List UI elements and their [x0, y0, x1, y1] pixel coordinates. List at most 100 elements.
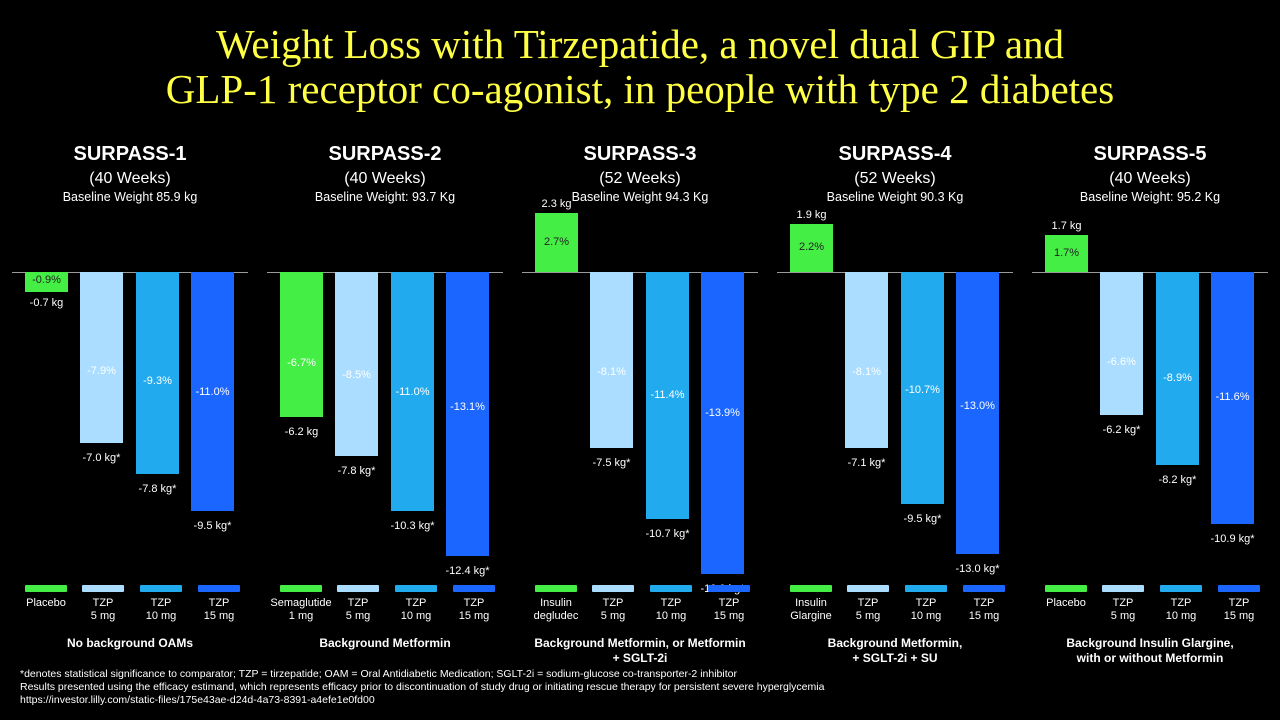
bar-3 — [646, 272, 689, 520]
bar-1 — [535, 213, 578, 272]
bar-4 — [446, 272, 489, 557]
legend-label-4: TZP 15 mg — [438, 597, 510, 623]
legend-line: degludec — [533, 610, 579, 622]
legend-swatch-4 — [963, 585, 1005, 592]
panel-baseline: Baseline Weight 85.9 kg — [62, 190, 198, 204]
legend-line: TZP — [973, 597, 995, 609]
bar-2 — [590, 272, 633, 448]
bar-3 — [136, 272, 179, 474]
legend-line: TZP — [660, 597, 682, 609]
zero-axis — [12, 272, 248, 273]
legend-line: TZP — [208, 597, 230, 609]
legend-line: 10 mg — [1165, 610, 1197, 622]
chart-panel-1: SURPASS-1 (40 Weeks) Baseline Weight 85.9 … — [10, 0, 250, 720]
legend-line: 5 mg — [855, 610, 881, 622]
legend-line: Semaglutide — [270, 597, 332, 609]
kg-label-1: 2.3 kg — [541, 198, 572, 211]
panel-title: SURPASS-2 — [328, 143, 442, 165]
kg-label-3: -9.5 kg* — [903, 513, 942, 526]
bar-3 — [391, 272, 434, 511]
panel-baseline: Baseline Weight 94.3 Kg — [571, 190, 709, 204]
legend-swatch-3 — [650, 585, 692, 592]
legend-line: TZP — [1228, 597, 1250, 609]
legend-label-2: TZP 5 mg — [1087, 597, 1159, 623]
panel-baseline: Baseline Weight: 95.2 Kg — [1079, 190, 1221, 204]
percent-label-4: -13.0% — [960, 400, 995, 413]
legend-line: 15 mg — [203, 610, 235, 622]
percent-label-2: -6.6% — [1107, 355, 1136, 368]
legend-label-3: TZP 10 mg — [1145, 597, 1217, 623]
background-therapy: No background OAMs — [0, 636, 260, 651]
bar-2 — [845, 272, 888, 448]
legend-line: 15 mg — [1223, 610, 1255, 622]
legend-label-3: TZP 10 mg — [380, 597, 452, 623]
legend-line: TZP — [718, 597, 740, 609]
legend-swatch-4 — [708, 585, 750, 592]
legend-swatch-3 — [905, 585, 947, 592]
panel-title: SURPASS-5 — [1093, 143, 1207, 165]
legend-swatch-3 — [140, 585, 182, 592]
kg-label-3: -10.7 kg* — [645, 528, 690, 541]
percent-label-2: -8.1% — [597, 366, 626, 379]
legend-label-2: TZP 5 mg — [67, 597, 139, 623]
bar-3 — [901, 272, 944, 505]
kg-label-2: -7.5 kg* — [592, 456, 631, 469]
legend-line: Insulin — [540, 597, 572, 609]
legend-swatch-1 — [790, 585, 832, 592]
legend-label-3: TZP 10 mg — [890, 597, 962, 623]
legend-label-1: Insulin degludec — [520, 597, 592, 623]
background-line: Background Metformin, or Metformin — [534, 636, 746, 650]
kg-label-1: -6.2 kg — [284, 426, 319, 439]
panel-duration: (40 Weeks) — [344, 170, 426, 187]
legend-line: TZP — [347, 597, 369, 609]
legend-label-1: Semaglutide 1 mg — [265, 597, 337, 623]
bar-4 — [956, 272, 999, 555]
legend-line: TZP — [405, 597, 427, 609]
legend-swatch-3 — [1160, 585, 1202, 592]
percent-label-4: -11.0% — [195, 386, 230, 399]
kg-label-4: -9.5 kg* — [193, 519, 232, 532]
chart-panel-5: SURPASS-5 (40 Weeks) Baseline Weight: 95.2… — [1030, 0, 1270, 720]
background-line: Background Metformin — [319, 636, 451, 650]
percent-label-1: 2.2% — [798, 241, 825, 254]
legend-line: TZP — [1170, 597, 1192, 609]
legend-line: 10 mg — [910, 610, 942, 622]
zero-axis — [1032, 272, 1268, 273]
legend-swatch-1 — [280, 585, 322, 592]
legend-line: 10 mg — [400, 610, 432, 622]
percent-label-2: -7.9% — [87, 364, 116, 377]
legend-label-1: Placebo — [1030, 597, 1102, 610]
panel-duration: (52 Weeks) — [854, 170, 936, 187]
kg-label-1: 1.9 kg — [796, 209, 827, 222]
legend-swatch-4 — [1218, 585, 1260, 592]
legend-line: Placebo — [26, 597, 66, 609]
legend-line: TZP — [92, 597, 114, 609]
legend-line: 5 mg — [345, 610, 371, 622]
percent-label-3: -9.3% — [143, 374, 172, 387]
legend-line: 15 mg — [968, 610, 1000, 622]
legend-label-4: TZP 15 mg — [693, 597, 765, 623]
zero-axis — [267, 272, 503, 273]
bar-4 — [1211, 272, 1254, 524]
percent-label-2: -8.1% — [852, 366, 881, 379]
percent-label-1: -6.7% — [287, 356, 316, 369]
legend-line: 5 mg — [1110, 610, 1136, 622]
legend-line: TZP — [1112, 597, 1134, 609]
legend-label-1: Insulin Glargine — [775, 597, 847, 623]
footnote-2: Results presented using the efficacy est… — [20, 681, 825, 693]
zero-axis — [777, 272, 1013, 273]
legend-label-3: TZP 10 mg — [635, 597, 707, 623]
bar-1 — [280, 272, 323, 418]
panel-duration: (40 Weeks) — [89, 170, 171, 187]
background-line: No background OAMs — [66, 636, 193, 650]
legend-swatch-2 — [82, 585, 124, 592]
panel-title: SURPASS-4 — [838, 143, 952, 165]
title-line-2: GLP-1 receptor co-agonist, in people wit… — [165, 66, 1115, 112]
bar-2 — [1100, 272, 1143, 416]
legend-label-1: Placebo — [10, 597, 82, 610]
panel-duration: (40 Weeks) — [1109, 170, 1191, 187]
legend-line: TZP — [915, 597, 937, 609]
legend-label-2: TZP 5 mg — [832, 597, 904, 623]
legend-label-4: TZP 15 mg — [1203, 597, 1275, 623]
title-line-1: Weight Loss with Tirzepatide, a novel du… — [215, 21, 1065, 67]
